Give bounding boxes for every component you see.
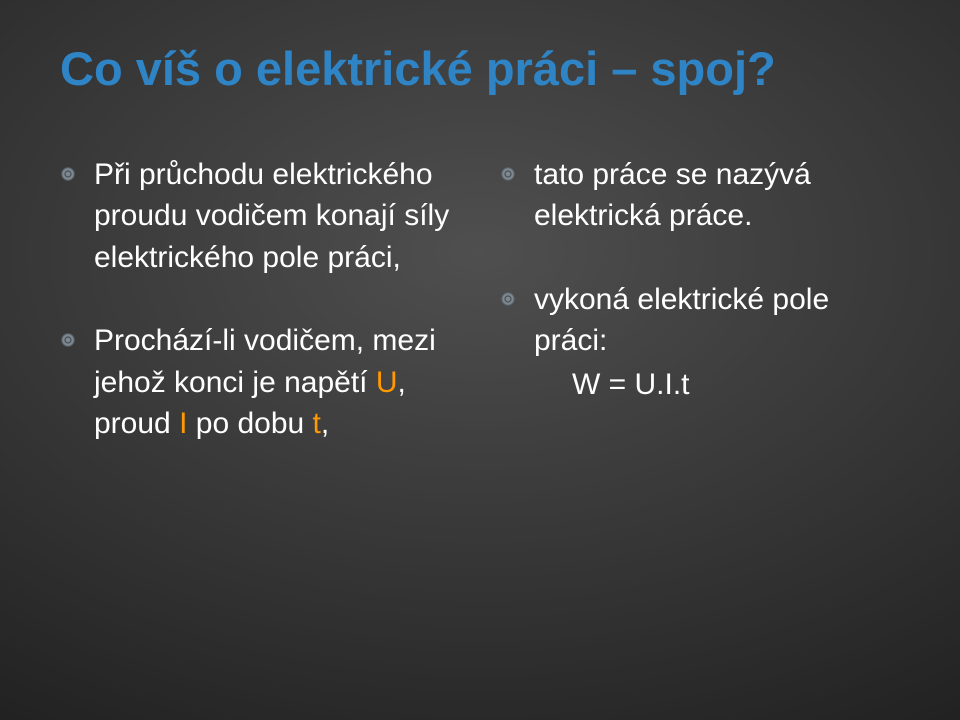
disc-bullet-icon: [500, 166, 516, 182]
left-column: Při průchodu elektrického proudu vodičem…: [60, 154, 460, 486]
bullet-item: Prochází-li vodičem, mezi jehož konci je…: [60, 320, 460, 444]
bullet-text: tato práce se nazývá elektrická práce.: [534, 154, 900, 237]
highlight-t: t: [313, 407, 321, 440]
slide: Co víš o elektrické práci – spoj? Při pr…: [0, 0, 960, 720]
text-fragment: Při průchodu elektrického proudu vodičem…: [94, 158, 433, 232]
bullet-item: Při průchodu elektrického proudu vodičem…: [60, 154, 460, 278]
bullet-text: vykoná elektrické pole práci:: [534, 279, 900, 362]
highlight-u: U: [376, 366, 398, 399]
bullet-text: Při průchodu elektrického proudu vodičem…: [94, 154, 460, 278]
formula-text: W = U.I.t: [572, 368, 900, 402]
bullet-item: tato práce se nazývá elektrická práce.: [500, 154, 900, 237]
content-columns: Při průchodu elektrického proudu vodičem…: [60, 154, 900, 486]
text-fragment: po dobu: [187, 407, 312, 440]
right-column: tato práce se nazývá elektrická práce. v…: [500, 154, 900, 486]
bullet-text: Prochází-li vodičem, mezi jehož konci je…: [94, 320, 460, 444]
text-fragment: ,: [321, 407, 329, 440]
disc-bullet-icon: [60, 166, 76, 182]
disc-bullet-icon: [500, 291, 516, 307]
disc-bullet-icon: [60, 332, 76, 348]
text-fragment: práci,: [319, 241, 401, 274]
slide-title: Co víš o elektrické práci – spoj?: [60, 42, 900, 96]
bullet-item: vykoná elektrické pole práci:: [500, 279, 900, 362]
